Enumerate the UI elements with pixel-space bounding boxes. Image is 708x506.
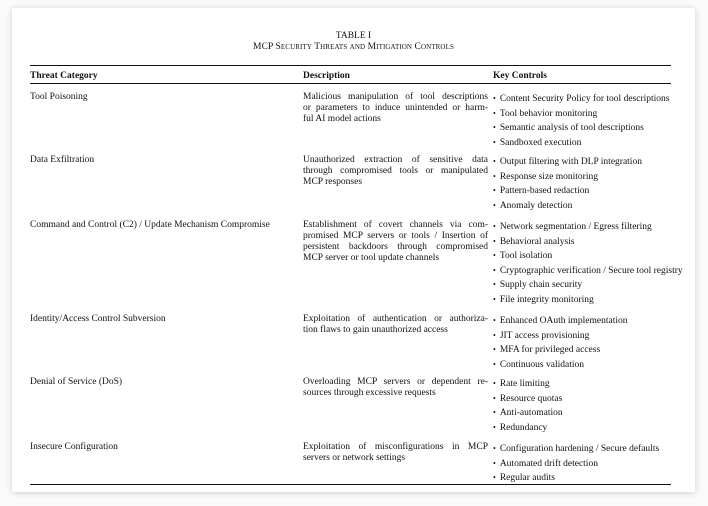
header-rule xyxy=(30,83,671,84)
description-line: ful AI model actions xyxy=(303,114,381,124)
threat-description: Unauthorized extraction of sensitive dat… xyxy=(303,155,488,188)
description-line: through compromised tools or manipulated xyxy=(303,166,488,176)
control-item: Tool behavior monitoring xyxy=(493,107,703,122)
key-controls-list: Output filtering with DLP integrationRes… xyxy=(493,155,703,213)
threat-description: Exploitation of authentication or author… xyxy=(303,314,488,336)
control-item: MFA for privileged access xyxy=(493,343,703,358)
description-line: Malicious manipulation of tool descripti… xyxy=(303,92,488,102)
control-item: Automated drift detection xyxy=(493,457,703,472)
control-item: Network segmentation / Egress filtering xyxy=(493,220,703,235)
description-line: MCP server or tool update channels xyxy=(303,253,440,263)
key-controls-list: Network segmentation / Egress filteringB… xyxy=(493,220,703,308)
description-line: Establishment of covert channels via com… xyxy=(303,220,488,230)
control-item: Configuration hardening / Secure default… xyxy=(493,442,703,457)
threat-description: Malicious manipulation of tool descripti… xyxy=(303,92,488,125)
description-line: Exploitation of authentication or author… xyxy=(303,314,488,324)
control-item: Anomaly detection xyxy=(493,199,703,214)
threat-category: Command and Control (C2) / Update Mechan… xyxy=(30,220,270,230)
control-item: Rate limiting xyxy=(493,377,703,392)
control-item: Continuous validation xyxy=(493,358,703,373)
description-line: servers or network settings xyxy=(303,453,406,463)
control-item: JIT access provisioning xyxy=(493,329,703,344)
table-caption: MCP Security Threats and Mitigation Cont… xyxy=(253,42,454,52)
description-line: promised MCP servers or tools / Insertio… xyxy=(303,231,488,241)
description-line: sources through excessive requests xyxy=(303,388,436,398)
control-item: Anti-automation xyxy=(493,406,703,421)
threat-category: Data Exfiltration xyxy=(30,155,95,165)
control-item: Behavioral analysis xyxy=(493,235,703,250)
control-item: Pattern-based redaction xyxy=(493,184,703,199)
header-description: Description xyxy=(303,71,350,81)
key-controls-list: Content Security Policy for tool descrip… xyxy=(493,92,703,150)
control-item: Semantic analysis of tool descriptions xyxy=(493,121,703,136)
description-line: tion flaws to gain unauthorized access xyxy=(303,325,448,335)
top-rule xyxy=(30,65,671,67)
description-line: Unauthorized extraction of sensitive dat… xyxy=(303,155,488,165)
description-line: persistent backdoors through compromised xyxy=(303,242,488,252)
control-item: Response size monitoring xyxy=(493,170,703,185)
control-item: Supply chain security xyxy=(493,278,703,293)
description-line: or parameters to induce unintended or ha… xyxy=(303,103,488,113)
threat-description: Exploitation of misconfigurations in MCP… xyxy=(303,442,488,464)
control-item: Sandboxed execution xyxy=(493,136,703,151)
control-item: Resource quotas xyxy=(493,392,703,407)
control-item: File integrity monitoring xyxy=(493,293,703,308)
table-label: TABLE I xyxy=(335,31,372,41)
threat-category: Tool Poisoning xyxy=(30,92,88,102)
threat-category: Denial of Service (DoS) xyxy=(30,377,123,387)
threat-category: Insecure Configuration xyxy=(30,442,118,452)
bottom-rule xyxy=(30,484,671,486)
threat-description: Overloading MCP servers or dependent re-… xyxy=(303,377,488,399)
control-item: Content Security Policy for tool descrip… xyxy=(493,92,703,107)
control-item: Output filtering with DLP integration xyxy=(493,155,703,170)
header-key-controls: Key Controls xyxy=(493,71,547,81)
threat-category: Identity/Access Control Subversion xyxy=(30,314,166,324)
description-line: MCP responses xyxy=(303,177,363,187)
control-item: Regular audits xyxy=(493,471,703,486)
key-controls-list: Rate limitingResource quotasAnti-automat… xyxy=(493,377,703,435)
document-page: TABLE I MCP Security Threats and Mitigat… xyxy=(12,8,695,492)
control-item: Cryptographic verification / Secure tool… xyxy=(493,264,703,279)
key-controls-list: Configuration hardening / Secure default… xyxy=(493,442,703,486)
description-line: Exploitation of misconfigurations in MCP xyxy=(303,442,488,452)
control-item: Redundancy xyxy=(493,421,703,436)
threat-description: Establishment of covert channels via com… xyxy=(303,220,488,264)
header-threat-category: Threat Category xyxy=(30,71,98,81)
key-controls-list: Enhanced OAuth implementationJIT access … xyxy=(493,314,703,372)
control-item: Tool isolation xyxy=(493,249,703,264)
description-line: Overloading MCP servers or dependent re- xyxy=(303,377,488,387)
control-item: Enhanced OAuth implementation xyxy=(493,314,703,329)
